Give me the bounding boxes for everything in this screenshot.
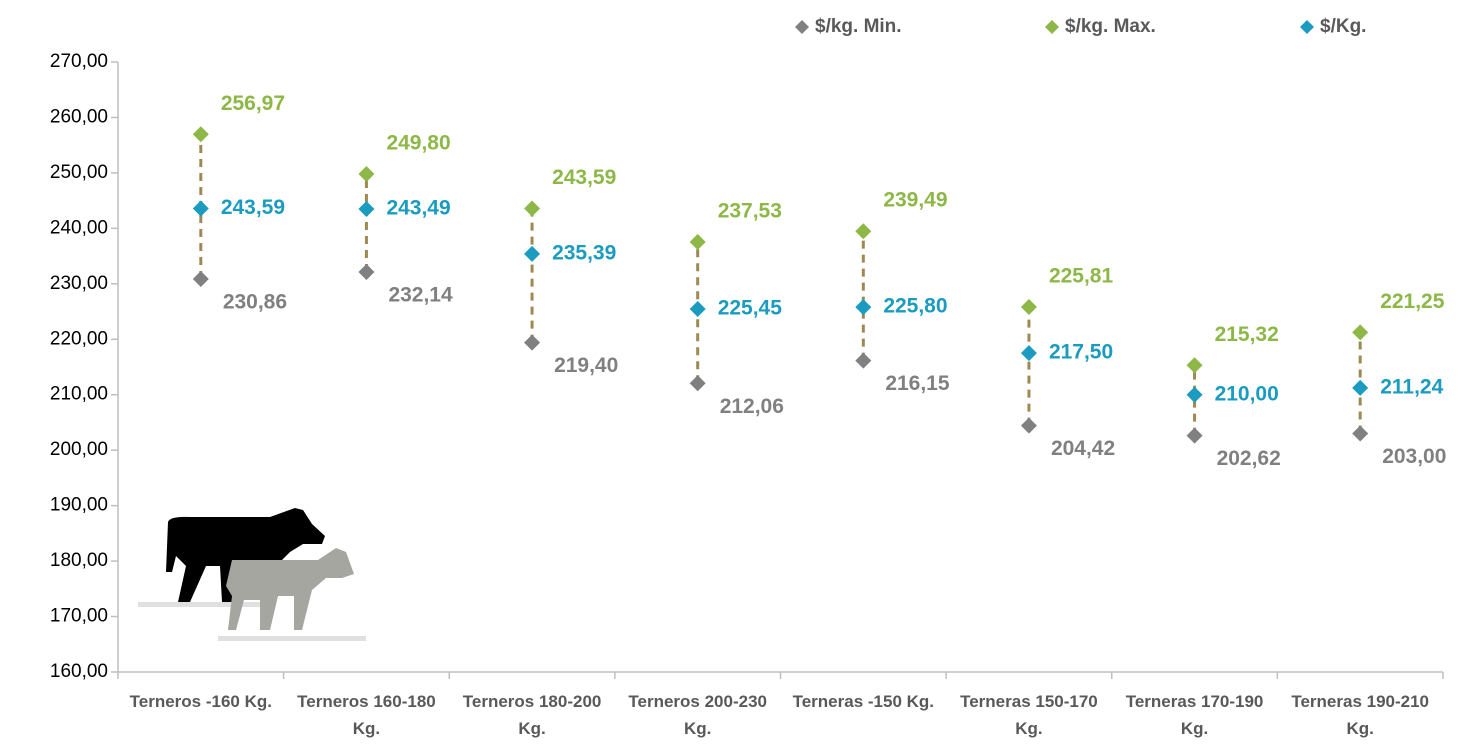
point [855, 223, 872, 240]
point [1352, 324, 1369, 341]
legend-marker [1300, 20, 1314, 34]
y-tick-label: 260,00 [50, 106, 108, 127]
y-tick-label: 170,00 [50, 606, 108, 627]
data-label: 225,45 [718, 297, 783, 320]
x-tick-label: Terneros 200-230 Kg. [628, 692, 767, 738]
point [358, 201, 375, 218]
point [192, 271, 209, 288]
data-label: 219,40 [554, 354, 618, 377]
x-tick-label: Terneros 180-200 Kg. [462, 692, 602, 738]
data-label: 235,39 [552, 241, 616, 264]
data-label: 243,49 [386, 197, 450, 220]
y-tick-label: 270,00 [50, 51, 108, 72]
data-label: 221,25 [1380, 290, 1445, 313]
data-label: 230,86 [223, 291, 287, 314]
y-tick-label: 230,00 [50, 273, 108, 294]
y-tick-label: 210,00 [50, 384, 108, 405]
point [1020, 299, 1037, 316]
point [358, 166, 375, 183]
data-label: 202,62 [1217, 447, 1281, 470]
y-tick-label: 160,00 [50, 661, 108, 682]
point [358, 263, 375, 280]
legend-label: $/kg. Max. [1065, 16, 1156, 37]
data-label: 203,00 [1382, 445, 1446, 468]
legend-marker [1045, 20, 1059, 34]
data-label: 204,42 [1051, 437, 1115, 460]
legend-label: $/kg. Min. [815, 16, 902, 37]
x-tick-label: Terneras -150 Kg. [792, 692, 935, 711]
data-label: 210,00 [1215, 382, 1279, 405]
point [1020, 417, 1037, 434]
data-label: 217,50 [1049, 341, 1113, 364]
data-label: 237,53 [718, 200, 782, 223]
point [524, 200, 541, 217]
data-label: 225,80 [883, 295, 947, 318]
x-tick-label: Terneros 160-180 Kg. [297, 692, 436, 738]
x-tick-label: Terneras 190-210 Kg. [1291, 692, 1430, 738]
point [689, 301, 706, 318]
point [1186, 386, 1203, 403]
x-tick-label: Terneros -160 Kg. [129, 692, 272, 711]
y-tick-label: 240,00 [50, 217, 108, 238]
data-label: 211,24 [1380, 375, 1443, 398]
data-label: 239,49 [883, 189, 947, 212]
point [1186, 427, 1203, 444]
data-label: 249,80 [386, 132, 450, 155]
data-label: 243,59 [221, 196, 285, 219]
calf-icon [138, 508, 366, 641]
point [1020, 345, 1037, 362]
point [524, 245, 541, 262]
y-tick-label: 200,00 [50, 439, 108, 460]
point [855, 299, 872, 316]
point [689, 234, 706, 251]
point [524, 334, 541, 351]
point [855, 352, 872, 369]
point [1186, 357, 1203, 374]
data-label: 256,97 [221, 92, 285, 115]
x-tick-label: Terneras 150-170 Kg. [960, 692, 1098, 738]
y-tick-label: 190,00 [50, 495, 108, 516]
point [1352, 425, 1369, 442]
data-label: 216,15 [885, 372, 950, 395]
x-tick-label: Terneras 170-190 Kg. [1125, 692, 1264, 738]
y-tick-label: 180,00 [50, 550, 108, 571]
data-label: 232,14 [388, 283, 453, 306]
data-label: 212,06 [720, 395, 784, 418]
point [689, 375, 706, 392]
data-label: 225,81 [1049, 265, 1114, 288]
legend-label: $/Kg. [1320, 16, 1366, 37]
data-label: 243,59 [552, 166, 616, 189]
point [192, 200, 209, 217]
point [192, 126, 209, 143]
y-tick-label: 220,00 [50, 328, 108, 349]
legend-marker [795, 20, 809, 34]
point [1352, 379, 1369, 396]
data-label: 215,32 [1215, 323, 1279, 346]
y-tick-label: 250,00 [50, 162, 108, 183]
